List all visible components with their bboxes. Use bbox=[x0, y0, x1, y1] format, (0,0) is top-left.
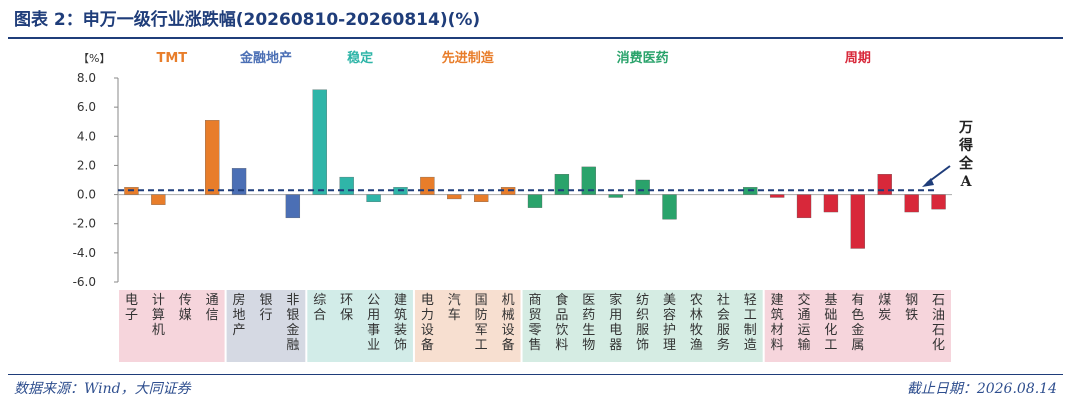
category-label: 基础化工 bbox=[824, 293, 837, 353]
category-label: 美容护理 bbox=[663, 293, 676, 353]
category-group-panel bbox=[307, 290, 413, 362]
y-tick-label: -4.0 bbox=[73, 246, 96, 260]
category-group-panel bbox=[119, 290, 225, 362]
category-label: 通信 bbox=[206, 293, 219, 323]
category-label: 交通运输 bbox=[798, 292, 811, 353]
y-tick-label: 4.0 bbox=[77, 129, 96, 143]
bar bbox=[366, 194, 381, 203]
category-group-panel bbox=[764, 290, 951, 362]
category-label: 钢铁 bbox=[905, 293, 918, 323]
bar bbox=[635, 179, 650, 195]
group-label: 消费医药 bbox=[617, 50, 669, 66]
category-label: 医药生物 bbox=[582, 293, 595, 353]
bar bbox=[339, 176, 354, 195]
bar bbox=[850, 194, 865, 249]
y-axis-unit: 【%】 bbox=[78, 52, 110, 65]
bar-chart: TMT 金融地产 稳定 先进制造 消费医药 周期 【%】 8.0 6.0 4.0 2.0 0.0 -2.… bbox=[73, 50, 974, 362]
group-label: 先进制造 bbox=[442, 50, 495, 66]
cutoff-date: 截止日期：2026.08.14 bbox=[906, 381, 1057, 397]
benchmark-label: 万得全 A bbox=[958, 120, 974, 190]
category-label: 煤炭 bbox=[878, 293, 891, 323]
category-label: 电力设备 bbox=[421, 293, 434, 353]
chart-title: 图表 2：申万一级行业涨跌幅(20260810-20260814)(%) bbox=[14, 10, 481, 30]
y-tick-label: 8.0 bbox=[77, 71, 96, 85]
bar bbox=[285, 194, 301, 219]
category-label: 机械设备 bbox=[502, 293, 515, 353]
bar bbox=[581, 166, 596, 195]
group-label: 金融地产 bbox=[239, 50, 292, 66]
category-label: 轻工制造 bbox=[744, 293, 757, 353]
category-label: 汽车 bbox=[448, 293, 461, 323]
bar bbox=[769, 194, 785, 198]
category-label: 石油石化 bbox=[932, 293, 945, 353]
bar bbox=[151, 194, 166, 205]
category-label: 社会服务 bbox=[717, 292, 730, 353]
bar bbox=[447, 194, 462, 200]
footer-divider bbox=[8, 374, 1063, 375]
category-label: 食品饮料 bbox=[555, 292, 568, 353]
bar bbox=[877, 174, 892, 195]
category-label: 纺织服饰 bbox=[636, 293, 649, 353]
category-group-panel bbox=[226, 290, 306, 362]
category-label: 传媒 bbox=[179, 293, 192, 323]
bar bbox=[231, 168, 247, 195]
category-label: 电子 bbox=[125, 293, 138, 323]
category-label: 有色金属 bbox=[851, 293, 864, 353]
category-label: 农林牧渔 bbox=[690, 293, 703, 353]
category-label: 家用电器 bbox=[609, 292, 622, 353]
bar bbox=[931, 194, 946, 210]
category-label: 计算机 bbox=[152, 293, 165, 338]
category-label: 建筑装饰 bbox=[394, 293, 407, 353]
y-tick-label: -2.0 bbox=[73, 217, 96, 231]
bar bbox=[608, 194, 623, 198]
data-source: 数据来源：Wind，大同证券 bbox=[14, 381, 191, 397]
group-label: 周期 bbox=[845, 51, 871, 66]
y-tick-label: 2.0 bbox=[77, 158, 96, 172]
bar bbox=[554, 174, 570, 195]
category-label: 商贸零售 bbox=[528, 293, 541, 353]
category-label: 建筑材料 bbox=[771, 293, 784, 353]
category-label: 银行 bbox=[259, 293, 272, 323]
category-label: 房地产 bbox=[233, 292, 246, 338]
category-label: 国防军工 bbox=[475, 293, 488, 353]
bar bbox=[904, 194, 919, 213]
title-divider bbox=[8, 37, 1063, 39]
bar bbox=[796, 194, 812, 219]
category-label: 公用事业 bbox=[367, 293, 380, 353]
bar bbox=[527, 194, 543, 208]
category-label: 环保 bbox=[340, 293, 353, 323]
bar bbox=[420, 176, 435, 195]
benchmark-arrowhead bbox=[922, 178, 934, 187]
bar bbox=[205, 120, 220, 195]
group-label: TMT bbox=[156, 51, 187, 66]
bar bbox=[823, 194, 839, 213]
category-label: 综合 bbox=[313, 293, 326, 323]
y-tick-label: 0.0 bbox=[77, 188, 96, 202]
bar bbox=[312, 89, 327, 195]
bar bbox=[474, 194, 489, 203]
y-tick-label: -6.0 bbox=[73, 275, 96, 289]
category-group-panel bbox=[414, 290, 521, 362]
category-group-panel bbox=[522, 290, 763, 362]
y-tick-label: 6.0 bbox=[77, 100, 96, 114]
bar bbox=[662, 194, 677, 220]
category-label: 非银金融 bbox=[286, 293, 299, 353]
group-label: 稳定 bbox=[347, 50, 373, 66]
